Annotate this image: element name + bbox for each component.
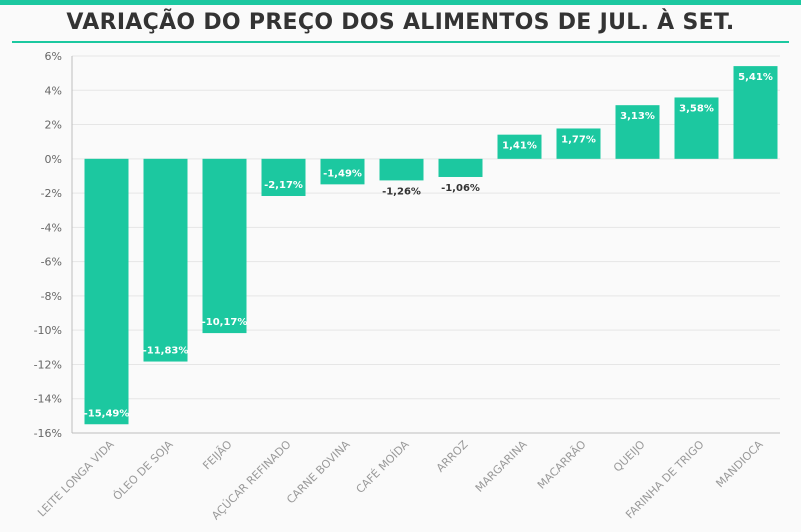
bar <box>615 105 660 159</box>
bar <box>84 158 129 425</box>
x-tick-label: ARROZ <box>434 438 471 475</box>
bar <box>379 158 424 181</box>
x-tick-label: MARGARINA <box>473 438 530 495</box>
bar <box>202 158 247 334</box>
bar <box>674 97 719 159</box>
x-tick-label: QUEIJO <box>611 438 648 475</box>
y-tick-label: -10% <box>34 324 62 337</box>
bar <box>438 158 483 177</box>
x-tick-label: CAFÉ MOÍDA <box>354 438 412 496</box>
y-tick-label: -6% <box>41 256 62 269</box>
y-tick-label: -14% <box>34 393 62 406</box>
bar <box>497 134 542 159</box>
y-tick-label: -2% <box>41 187 62 200</box>
title-underline <box>12 41 789 43</box>
x-tick-label: MANDIOCA <box>713 438 766 491</box>
data-label: 3,58% <box>679 103 714 114</box>
y-tick-label: 6% <box>45 50 62 63</box>
x-tick-label: CARNE BOVINA <box>284 438 353 507</box>
bar <box>261 158 306 197</box>
bar <box>320 158 365 185</box>
data-label: -1,49% <box>323 168 362 179</box>
accent-top-bar <box>0 0 801 5</box>
data-label: 1,41% <box>502 141 537 152</box>
y-tick-label: -4% <box>41 221 62 234</box>
data-label: 5,41% <box>738 72 773 83</box>
data-label: -1,06% <box>441 183 480 194</box>
bar <box>143 158 188 362</box>
y-tick-label: -8% <box>41 290 62 303</box>
x-tick-label: FEIJÃO <box>200 438 235 473</box>
chart-title: VARIAÇÃO DO PREÇO DOS ALIMENTOS DE JUL. … <box>66 10 735 35</box>
x-tick-label: LEITE LONGA VIDA <box>35 438 117 520</box>
x-tick-label: MACARRÃO <box>535 438 589 492</box>
data-label: -15,49% <box>84 408 130 419</box>
data-label: -2,17% <box>264 180 303 191</box>
y-tick-label: -16% <box>34 427 62 440</box>
data-label: -10,17% <box>202 317 248 328</box>
y-tick-label: 4% <box>45 84 62 97</box>
data-label: 1,77% <box>561 134 596 145</box>
data-label: -11,83% <box>143 346 189 357</box>
y-tick-label: -12% <box>34 358 62 371</box>
x-tick-label: ÓLEO DE SOJA <box>111 438 176 503</box>
data-label: 3,13% <box>620 111 655 122</box>
y-tick-label: 0% <box>45 153 62 166</box>
data-label: -1,26% <box>382 186 421 197</box>
bar <box>733 66 778 159</box>
y-tick-label: 2% <box>45 119 62 132</box>
bar <box>556 128 601 159</box>
